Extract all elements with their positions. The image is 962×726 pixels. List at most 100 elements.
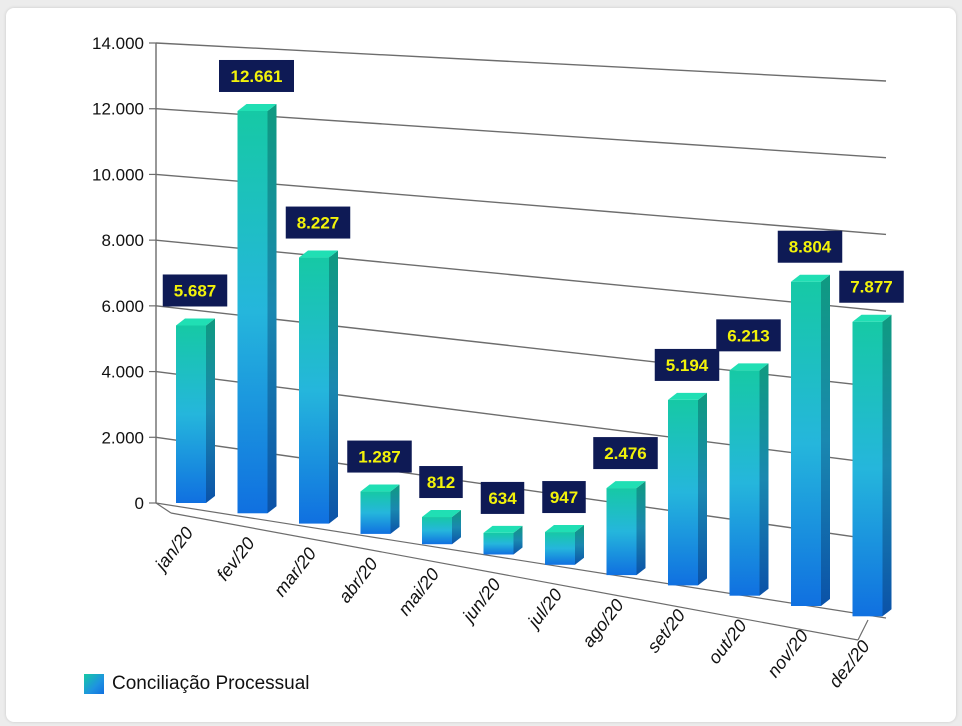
data-label-box — [480, 481, 525, 514]
bar — [729, 363, 769, 596]
data-label-box — [162, 274, 228, 307]
bar — [422, 510, 461, 545]
bar-chart: 02.0004.0006.0008.00010.00012.00014.000 … — [92, 34, 904, 691]
bar — [606, 481, 646, 576]
data-label-box — [716, 319, 781, 352]
bar-front — [299, 257, 329, 524]
legend: Conciliação Processual — [84, 673, 310, 695]
data-label-box — [419, 466, 463, 499]
bar-front — [176, 325, 206, 503]
y-tick-label: 8.000 — [101, 231, 144, 250]
bar — [360, 484, 400, 534]
y-tick-label: 12.000 — [92, 100, 144, 119]
data-label-text: 812 — [427, 473, 455, 492]
x-tick-label: abr/20 — [334, 554, 381, 607]
bar-side — [329, 250, 338, 524]
bar-front — [237, 110, 268, 514]
data-label: 947 — [542, 481, 586, 514]
bar-top — [545, 525, 584, 533]
x-tick-label: jan/20 — [149, 523, 197, 576]
data-label-box — [219, 59, 294, 92]
bar-top — [176, 318, 215, 326]
y-tick-label: 0 — [135, 494, 144, 513]
y-tick-label: 10.000 — [92, 165, 144, 184]
data-label: 8.804 — [777, 230, 843, 263]
bar-top — [483, 525, 523, 533]
data-label: 2.476 — [593, 437, 658, 470]
bar — [791, 274, 830, 606]
data-label: 812 — [419, 466, 463, 499]
bar-top — [668, 392, 707, 400]
data-label-box — [542, 481, 586, 514]
data-label: 12.661 — [219, 59, 294, 92]
bar-side — [452, 510, 461, 545]
x-tick-label: ago/20 — [578, 595, 628, 651]
data-label-text: 12.661 — [231, 67, 283, 86]
bar — [545, 525, 584, 565]
data-label: 1.287 — [347, 440, 412, 473]
bars — [176, 103, 892, 617]
data-label-text: 5.687 — [174, 281, 217, 300]
bar-front — [791, 281, 821, 606]
data-label-text: 6.213 — [727, 326, 770, 345]
bar — [176, 318, 215, 503]
gridline — [155, 239, 887, 312]
data-labels: 5.687 12.661 8.227 1.287 812 634 947 2.476 5.194… — [162, 59, 904, 514]
gridline — [155, 108, 887, 159]
x-tick-label: jun/20 — [457, 575, 505, 628]
y-tick-label: 6.000 — [101, 297, 144, 316]
legend-label: Conciliação Processual — [112, 673, 310, 694]
bar-front — [422, 517, 452, 545]
floor-front-edge — [170, 512, 859, 641]
floor-edge — [155, 502, 172, 514]
data-label-box — [839, 270, 904, 303]
data-label-text: 8.227 — [297, 214, 340, 233]
x-tick-label: out/20 — [704, 616, 751, 668]
x-tick-label: jul/20 — [522, 585, 566, 634]
floor-right-edge — [857, 619, 869, 641]
data-label: 8.227 — [285, 206, 351, 239]
data-label-text: 947 — [550, 488, 578, 507]
bar-side — [206, 318, 215, 503]
x-tick-label: dez/20 — [825, 636, 874, 691]
bar-front — [606, 488, 637, 576]
bar-side — [267, 103, 277, 514]
data-label-text: 8.804 — [789, 238, 832, 257]
x-tick-label: nov/20 — [763, 626, 812, 681]
bar-front — [545, 532, 575, 565]
bar-top — [606, 481, 646, 489]
bar-top — [299, 250, 338, 258]
data-label-text: 1.287 — [358, 448, 401, 467]
bar-top — [729, 363, 769, 371]
bar — [237, 103, 277, 514]
data-label: 5.687 — [162, 274, 228, 307]
bar-side — [759, 363, 769, 596]
bar-top — [791, 274, 830, 282]
bar-front — [360, 491, 391, 534]
bar-top — [360, 484, 400, 492]
bar-side — [575, 525, 584, 565]
y-axis: 0 2.000 4.000 6.000 8.000 10.000 12.000 14.000 — [92, 34, 157, 513]
bar — [483, 525, 523, 555]
x-tick-label: mar/20 — [270, 544, 320, 600]
bar-side — [390, 484, 400, 534]
y-tick-label: 4.000 — [101, 363, 144, 382]
legend-swatch — [84, 674, 104, 694]
data-label-box — [285, 206, 351, 239]
bar — [299, 250, 338, 524]
bar-front — [852, 321, 883, 617]
data-label-text: 634 — [488, 489, 517, 508]
data-label: 6.213 — [716, 319, 781, 352]
data-label-text: 5.194 — [666, 356, 709, 375]
data-label-text: 2.476 — [604, 444, 647, 463]
x-tick-label: mai/20 — [394, 564, 443, 619]
x-tick-label: set/20 — [643, 606, 689, 657]
bar-side — [698, 392, 707, 586]
gridline — [155, 502, 887, 619]
bar-top — [422, 510, 461, 518]
bar — [852, 314, 892, 617]
bar-front — [729, 370, 760, 596]
y-tick-label: 14.000 — [92, 34, 144, 53]
data-label: 634 — [480, 481, 525, 514]
bar-side — [882, 314, 892, 617]
